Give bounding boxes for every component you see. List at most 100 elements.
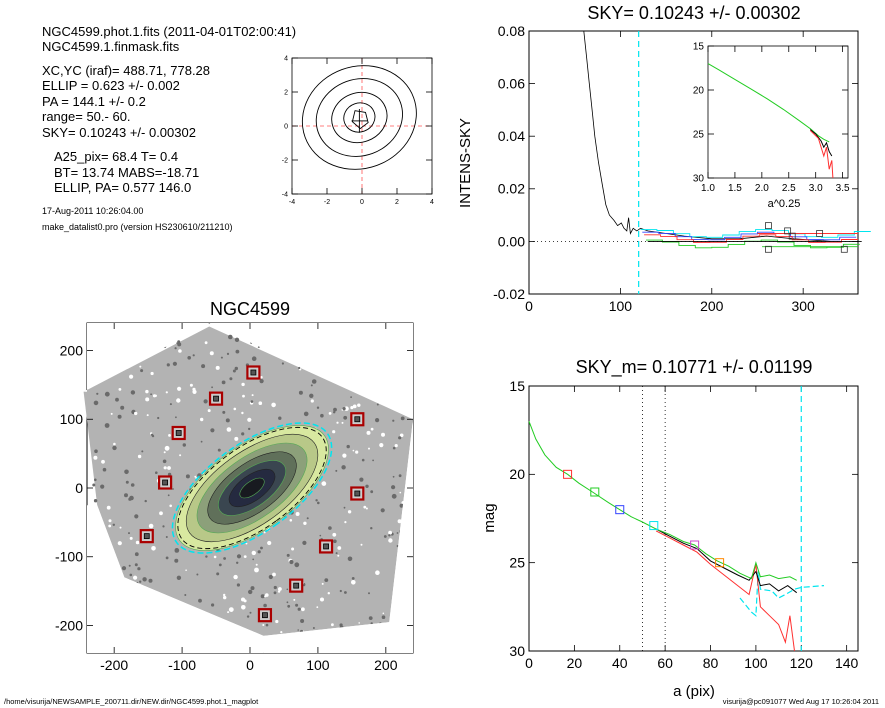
image-noise-dot (178, 349, 182, 353)
range-line: range= 50.- 60. (42, 109, 131, 124)
image-noise-dot (174, 347, 177, 350)
image-noise-dot (341, 421, 344, 424)
footer-path: /home/visurija/NEWSAMPLE_200711.dir/NEW.… (4, 697, 259, 706)
image-box-core (354, 416, 361, 423)
image-noise-dot (121, 566, 127, 571)
image-noise-dot (342, 453, 347, 458)
image-noise-dot (222, 410, 226, 414)
image-noise-dot (248, 589, 253, 595)
mag-xlabel: a (pix) (673, 683, 715, 700)
image-noise-dot (177, 342, 182, 347)
image-noise-dot (203, 399, 208, 404)
image-noise-dot (124, 469, 129, 475)
image-noise-dot (117, 414, 122, 419)
image-noise-dot (297, 629, 300, 631)
image-noise-dot (139, 580, 142, 583)
image-noise-dot (289, 519, 293, 522)
image-noise-dot (352, 449, 355, 452)
image-noise-dot (312, 627, 315, 629)
image-title: NGC4599 (210, 299, 290, 319)
image-noise-dot (297, 607, 301, 611)
image-noise-dot (286, 601, 289, 604)
image-noise-dot (344, 406, 349, 412)
image-noise-dot (351, 577, 355, 580)
sky-ytick-label: 0.04 (498, 128, 525, 144)
image-noise-dot (93, 455, 98, 460)
image-noise-dot (265, 623, 269, 627)
image-noise-dot (372, 459, 374, 462)
image-xtick-label: 100 (306, 657, 330, 673)
image-noise-dot (293, 598, 296, 601)
image-noise-dot (399, 491, 402, 494)
image-noise-dot (263, 603, 267, 608)
image-noise-dot (251, 394, 254, 397)
mag-ytick-label: 20 (509, 466, 525, 482)
image-noise-dot (119, 526, 122, 529)
image-noise-dot (135, 540, 140, 545)
galaxy-dashed-ellipse (177, 426, 327, 550)
mag-ytick-label: 25 (509, 555, 525, 571)
image-noise-dot (333, 539, 337, 544)
sky-ytick-label: 0.08 (498, 23, 525, 39)
image-noise-dot (104, 391, 110, 397)
image-noise-dot (192, 389, 197, 394)
image-xtick-label: 0 (246, 657, 254, 673)
image-noise-dot (145, 397, 150, 402)
image-noise-dot (108, 524, 112, 528)
image-noise-dot (250, 586, 255, 591)
image-noise-dot (328, 526, 332, 530)
mag-black-line (655, 528, 798, 594)
image-noise-dot (359, 477, 364, 482)
image-ytick-label: 100 (60, 411, 84, 427)
image-noise-dot (165, 536, 168, 538)
image-noise-dot (133, 575, 138, 580)
mag-square-marker (715, 558, 725, 568)
image-noise-dot (223, 557, 227, 560)
image-noise-dot (368, 592, 370, 595)
file-name-line: NGC4599.phot.1.fits (2011-04-01T02:00:41… (42, 24, 297, 39)
image-noise-dot (260, 376, 263, 379)
image-noise-dot (234, 366, 238, 371)
mag-xtick-label: 80 (703, 655, 719, 671)
contour-level-1 (315, 78, 403, 157)
image-noise-dot (234, 436, 239, 441)
contour-ytick-label: 0 (284, 123, 288, 130)
image-noise-dot (146, 414, 149, 417)
mag-cyan-line (739, 571, 825, 617)
contour-level-2 (331, 91, 388, 144)
image-noise-dot (184, 594, 187, 596)
image-noise-dot (100, 484, 105, 489)
center-coords-line: XC,YC (iraf)= 488.71, 778.28 (42, 63, 211, 78)
image-noise-dot (351, 580, 356, 585)
image-box-core (250, 369, 257, 376)
image-noise-dot (370, 490, 374, 494)
image-noise-dot (380, 508, 385, 513)
image-noise-dot (140, 369, 144, 373)
image-noise-dot (163, 466, 167, 470)
image-noise-dot (333, 407, 337, 412)
image-noise-dot (331, 623, 334, 627)
image-noise-dot (249, 611, 252, 614)
footer-user: visurija@pc091077 Wed Aug 17 10:26:04 20… (722, 697, 879, 706)
image-noise-dot (391, 485, 396, 490)
image-noise-dot (388, 538, 393, 543)
image-noise-dot (228, 607, 234, 612)
image-noise-dot (365, 507, 368, 510)
image-noise-dot (167, 472, 172, 477)
image-noise-dot (347, 556, 353, 562)
contour-plot: -4 -2 0 2 4 -4 -2 0 2 4 (282, 55, 434, 206)
image-noise-dot (241, 605, 246, 610)
image-noise-dot (164, 445, 170, 451)
image-noise-dot (360, 543, 363, 546)
mag-square-marker (649, 521, 659, 531)
image-noise-dot (361, 458, 365, 462)
image-box-core (143, 533, 150, 540)
image-noise-dot (243, 555, 247, 558)
image-noise-dot (320, 597, 324, 602)
inset-ytick-label: 15 (693, 42, 705, 53)
sky-ytick-label: 0.02 (498, 181, 525, 197)
image-noise-dot (93, 499, 98, 503)
inset-red-line (809, 130, 834, 179)
image-noise-dot (159, 511, 163, 516)
image-noise-dot (388, 530, 392, 535)
